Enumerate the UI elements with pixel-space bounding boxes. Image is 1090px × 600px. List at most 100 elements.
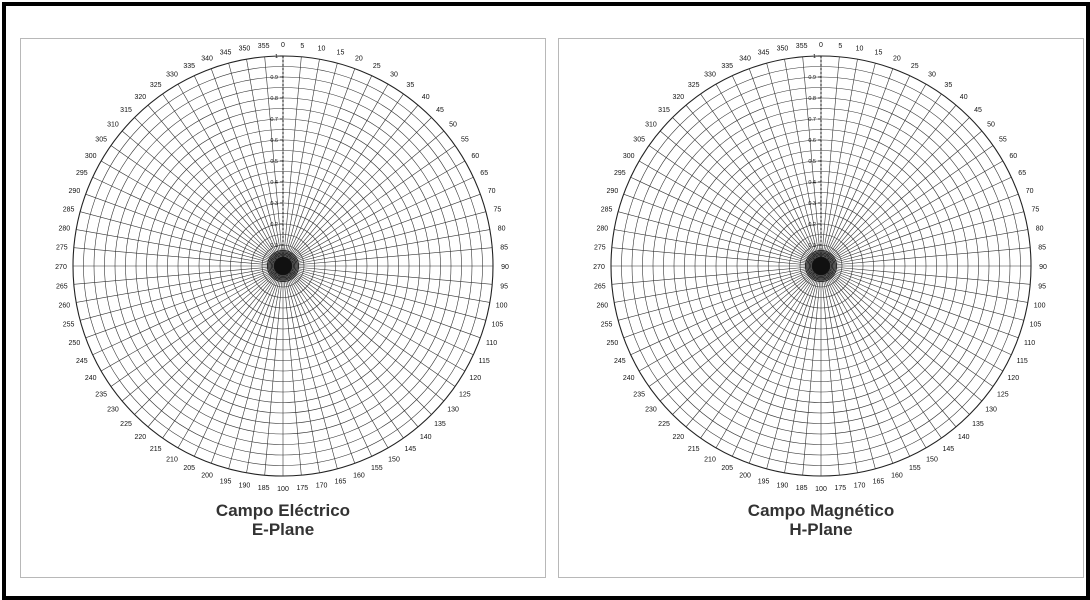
angle-tick-label: 80: [1036, 225, 1044, 232]
grid-spoke: [820, 265, 1031, 285]
grid-spoke: [282, 265, 320, 473]
angle-tick-label: 235: [633, 391, 645, 398]
angle-tick-label: 255: [63, 321, 75, 328]
grid-spoke: [282, 265, 474, 356]
grid-spoke: [820, 117, 970, 267]
grid-spoke: [715, 83, 822, 267]
radial-tick-label: 1: [275, 54, 278, 60]
grid-spoke: [100, 265, 284, 372]
grid-spoke: [264, 56, 284, 267]
angle-tick-label: 30: [928, 72, 936, 79]
angle-tick-label: 215: [688, 446, 700, 453]
angle-tick-label: 155: [909, 465, 921, 472]
angle-tick-label: 115: [479, 358, 490, 365]
grid-spoke: [820, 265, 1024, 321]
radial-tick-label: 0.9: [808, 75, 816, 81]
grid-spoke: [121, 265, 284, 402]
grid-spoke: [766, 63, 822, 267]
grid-spoke: [134, 117, 284, 267]
grid-spoke: [648, 145, 822, 267]
grid-spoke: [134, 265, 284, 415]
angle-tick-label: 50: [449, 121, 457, 128]
grid-spoke: [820, 247, 1031, 267]
grid-spoke: [731, 265, 822, 457]
grid-spoke: [820, 265, 1004, 372]
grid-spoke: [820, 229, 1028, 267]
angle-tick-label: 50: [987, 121, 995, 128]
angle-tick-label: 220: [134, 434, 146, 441]
angle-tick-label: 185: [796, 485, 808, 492]
e-plane-caption: Campo Eléctrico E-Plane: [21, 501, 545, 539]
angle-tick-label: 340: [201, 55, 213, 62]
angle-tick-label: 265: [56, 283, 68, 290]
grid-spoke: [282, 229, 490, 267]
angle-tick-label: 55: [999, 137, 1007, 144]
angle-tick-label: 120: [469, 375, 481, 382]
grid-spoke: [685, 104, 822, 267]
grid-spoke: [282, 265, 404, 439]
grid-spoke: [820, 63, 876, 267]
grid-spoke: [685, 265, 822, 428]
angle-tick-label: 335: [721, 63, 733, 70]
angle-tick-label: 25: [373, 63, 381, 70]
angle-tick-label: 210: [166, 456, 178, 463]
grid-spoke: [282, 59, 320, 267]
angle-tick-label: 35: [406, 82, 414, 89]
angle-tick-label: 285: [601, 207, 613, 214]
angle-tick-label: 75: [494, 207, 502, 214]
angle-tick-label: 225: [658, 421, 670, 428]
angle-tick-label: 100: [815, 486, 827, 493]
angle-tick-label: 205: [183, 465, 195, 472]
grid-spoke: [820, 265, 927, 449]
angle-tick-label: 75: [1032, 207, 1040, 214]
e-plane-title: Campo Eléctrico: [215, 501, 351, 520]
angle-tick-label: 325: [688, 82, 700, 89]
grid-spoke: [820, 265, 957, 428]
grid-spoke: [623, 193, 822, 267]
grid-spoke: [246, 265, 284, 473]
angle-tick-label: 335: [183, 63, 195, 70]
angle-tick-label: 340: [739, 55, 751, 62]
angle-tick-label: 330: [166, 72, 178, 79]
angle-tick-label: 10: [856, 45, 864, 52]
angle-tick-label: 295: [76, 170, 88, 177]
radial-tick-label: 0.1: [808, 243, 816, 249]
angle-tick-label: 125: [997, 391, 1009, 398]
radial-tick-label: 0.7: [270, 117, 278, 123]
angle-tick-label: 290: [69, 188, 81, 195]
angle-tick-label: 270: [593, 264, 605, 271]
grid-spoke: [282, 265, 493, 285]
grid-spoke: [820, 265, 1012, 356]
grid-spoke: [246, 59, 284, 267]
angle-tick-label: 130: [447, 407, 459, 414]
grid-spoke: [282, 265, 389, 449]
angle-tick-label: 355: [258, 43, 270, 50]
grid-spoke: [648, 265, 822, 387]
h-plane-panel: 0 5 10 15 20 25 30 35 40 45 50 55 60 65 70 75 80 85 90 95 10…: [558, 38, 1084, 578]
grid-spoke: [766, 265, 822, 469]
angle-tick-label: 230: [107, 407, 119, 414]
angle-tick-label: 345: [220, 50, 232, 57]
angle-tick-label: 320: [672, 94, 684, 101]
angle-tick-label: 245: [76, 358, 88, 365]
angle-tick-label: 85: [500, 245, 508, 252]
angle-tick-label: 45: [974, 107, 982, 114]
grid-spoke: [820, 130, 983, 267]
angle-tick-label: 85: [1038, 245, 1046, 252]
angle-tick-label: 55: [461, 137, 469, 144]
grid-spoke: [282, 265, 432, 415]
angle-tick-label: 260: [597, 303, 609, 310]
angle-tick-label: 145: [404, 446, 416, 453]
angle-tick-label: 315: [658, 107, 670, 114]
angle-tick-label: 95: [1038, 283, 1046, 290]
grid-spoke: [282, 265, 466, 372]
grid-spoke: [282, 145, 456, 267]
grid-spoke: [611, 265, 822, 285]
angle-tick-label: 160: [891, 473, 903, 480]
angle-tick-label: 90: [1039, 264, 1047, 271]
grid-spoke: [282, 265, 373, 457]
angle-tick-label: 345: [758, 50, 770, 57]
grid-spoke: [820, 265, 840, 476]
grid-spoke: [700, 93, 822, 267]
